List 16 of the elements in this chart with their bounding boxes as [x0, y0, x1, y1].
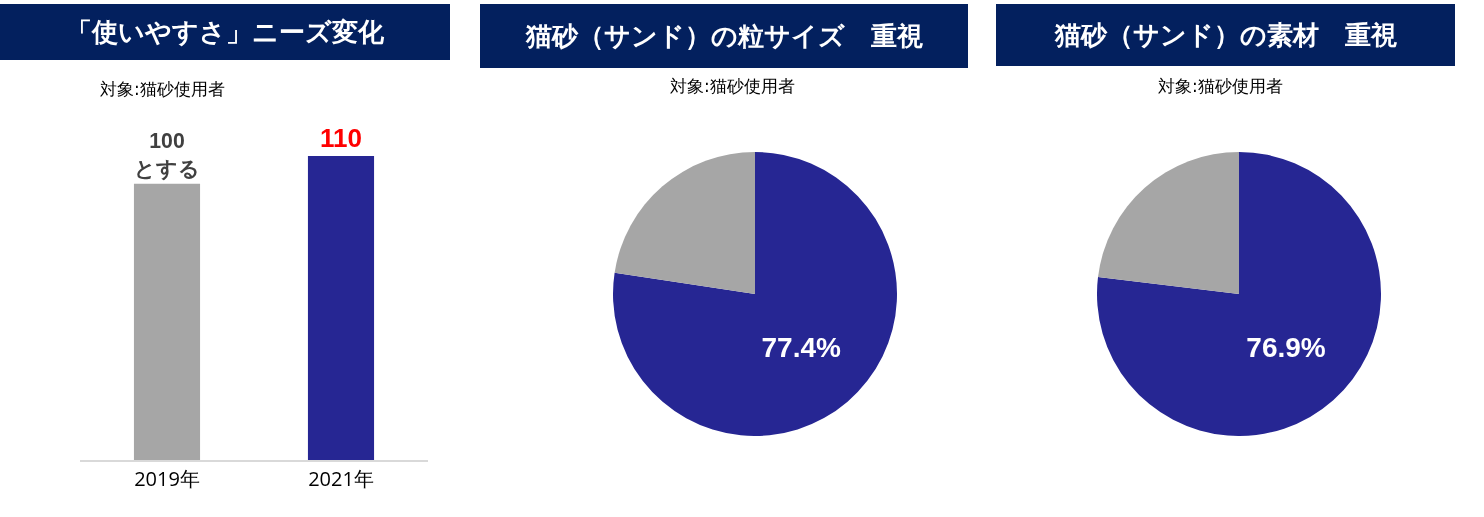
chart-title: 猫砂（サンド）の素材 重視 [996, 4, 1455, 66]
pie-slice [613, 152, 897, 436]
chart-subtitle: 対象:猫砂使用者 [1158, 75, 1283, 98]
data-label: 110 [320, 123, 362, 153]
chart-subtitle: 対象:猫砂使用者 [100, 78, 225, 101]
pie-slice [614, 152, 755, 294]
chart-title: 猫砂（サンド）の粒サイズ 重視 [480, 4, 968, 68]
data-label: 100 とする [134, 129, 200, 181]
data-label: 77.4% [761, 332, 842, 364]
pie-slice [1098, 152, 1239, 294]
x-tick-label: 2021年 [308, 465, 374, 492]
chart-subtitle: 対象:猫砂使用者 [670, 75, 795, 98]
x-tick-label: 2019年 [134, 465, 200, 492]
data-label: 76.9% [1246, 331, 1326, 363]
chart-title: 「使いやすさ」ニーズ変化 [0, 4, 450, 60]
pie-slice [1097, 152, 1381, 436]
